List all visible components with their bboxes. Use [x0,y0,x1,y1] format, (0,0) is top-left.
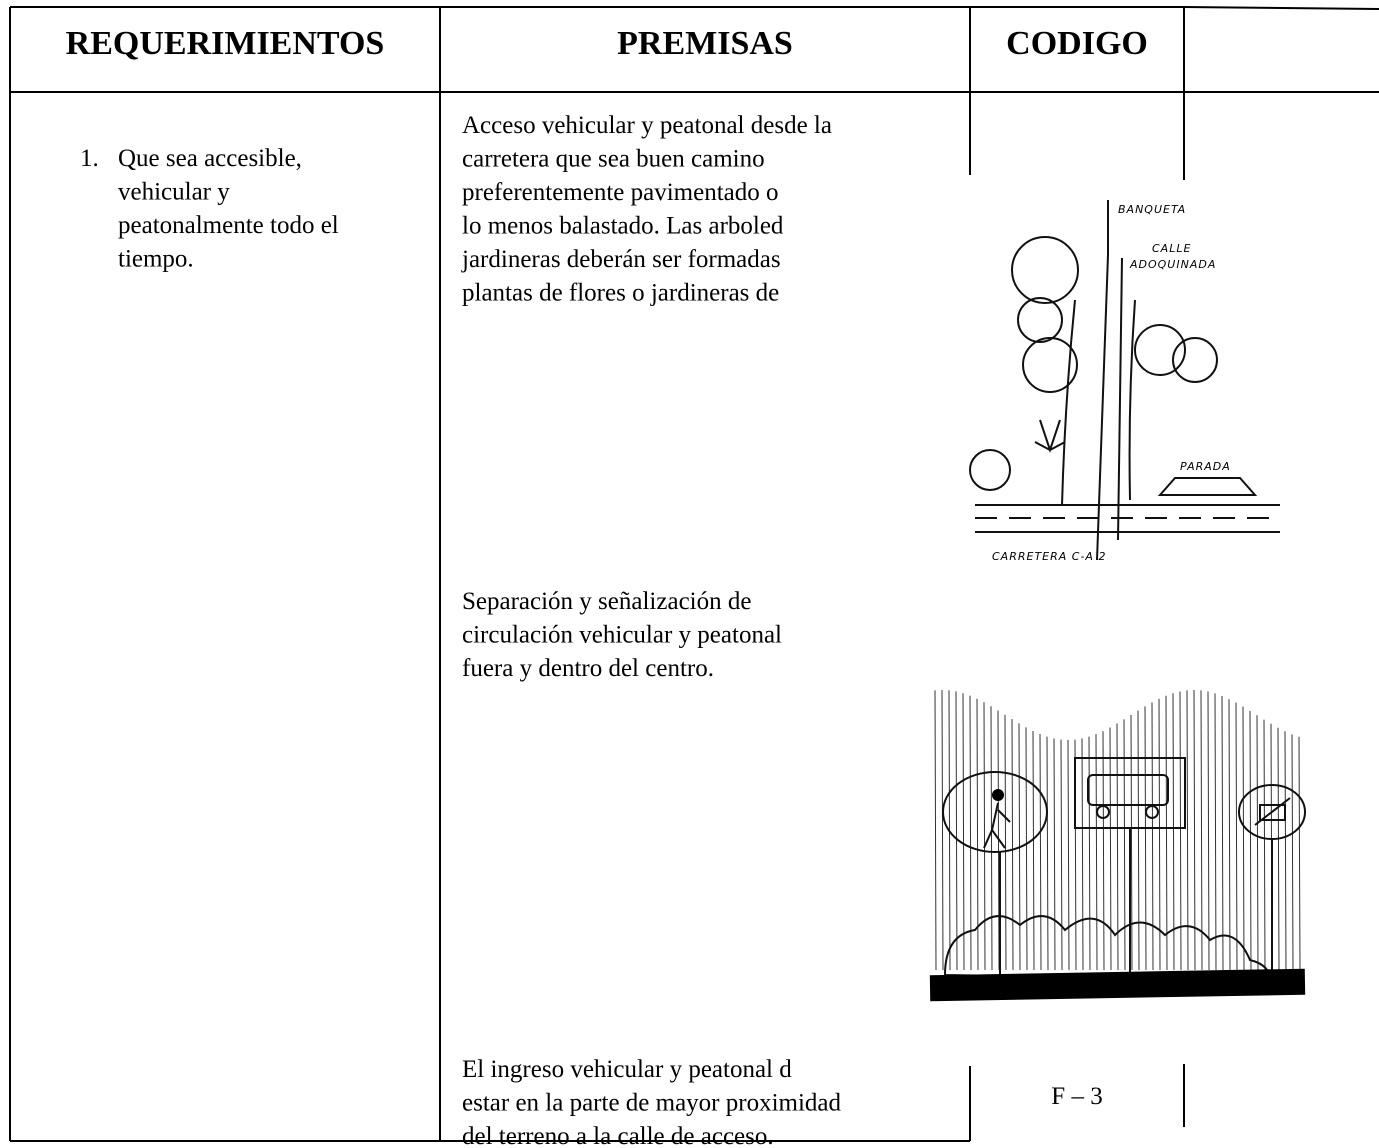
header: REQUERIMIENTOS [66,25,385,62]
hatch-line [1095,734,1098,971]
list-number: 1. [80,145,99,172]
hatch-line [1067,739,1070,971]
requirement-line: peatonalmente todo el [118,212,339,239]
hatch-line [934,690,937,971]
hatch-line [941,689,944,971]
hatch-line [1158,698,1161,971]
hatch-line [976,698,979,971]
hatch-line [1151,702,1154,971]
hatch-line [1032,730,1035,971]
hatch-line [1256,715,1259,971]
premise-line: fuera y dentro del centro. [462,655,714,682]
hatch-line [983,702,986,971]
hatch-line [1263,719,1266,971]
hatch-line [1102,731,1105,971]
hatch-line [1123,719,1126,971]
premise-line: circulación vehicular y peatonal [462,622,782,649]
hatch-line [1081,738,1084,971]
hatch-line [1165,695,1168,971]
hatch-line [1060,739,1063,971]
hatch-line [1242,706,1245,971]
hatch-line [1228,699,1231,971]
site-plan-sketch: BANQUETA CALLE ADOQUINADA PARADA CARRETE… [870,180,1280,563]
hatch-line [1116,723,1119,971]
hatch-line [1235,702,1238,971]
requirement: Que sea accesible, vehicular y peatonalmen… [118,145,339,273]
hatch-line [1039,734,1042,971]
hatch-line [1144,706,1147,971]
hatch-line [1130,714,1133,971]
sketch-label: CALLE [1152,242,1191,255]
hatch-line [1200,690,1203,971]
hatch-line [1284,731,1287,971]
hatch-line [1186,690,1189,971]
premise-line: carretera que sea buen camino [462,146,765,173]
hatch-line [1046,736,1049,971]
premise-line: jardineras deberán ser formadas [461,246,781,273]
premise-line: plantas de flores o jardineras de [462,280,779,307]
premise-line: preferentemente pavimentado o [462,179,779,206]
hatch-line [1207,691,1210,971]
requirement-line: Que sea accesible, [118,145,302,172]
hatch-line [962,693,965,971]
signage-sketch [870,640,1306,1002]
hatch-line [1291,734,1294,971]
hatch-line [1088,736,1091,971]
header: PREMISAS [617,25,793,62]
hatch-line [1011,719,1014,971]
sketch-label: BANQUETA [1118,203,1186,216]
hatch-line [1025,727,1028,971]
hatch-line [1214,693,1217,971]
hatch-line [955,691,958,971]
premises: Acceso vehicular y peatonal desde la carr… [461,112,842,1148]
hatch-line [1193,689,1196,971]
premise-line: Acceso vehicular y peatonal desde la [462,112,832,139]
premise-line: Separación y señalización de [462,588,751,615]
requirement-line: vehicular y [118,179,230,206]
premise-line: del terreno a la calle de acceso. [462,1123,774,1148]
premise-line: estar en la parte de mayor proximidad [462,1090,842,1117]
hatch-line [1179,691,1182,971]
premise-line: El ingreso vehicular y peatonal d [462,1056,792,1083]
premise-line: lo menos balastado. Las arboled [462,213,784,240]
table-rules [9,6,1379,1142]
hatch-line [990,706,993,971]
sketch-label: PARADA [1180,460,1231,473]
hatch-line [1249,710,1252,971]
code: F – 3 [1051,1083,1102,1110]
hatch-line [1137,710,1140,971]
hatch-line [969,695,972,971]
sketch-label: CARRETERA C-A 2 [992,550,1106,563]
requirement-line: tiempo. [118,246,194,273]
header: CODIGO [1006,25,1148,62]
hatch-line [1277,727,1280,971]
hatch-line [1221,695,1224,971]
sketch-label: ADOQUINADA [1129,258,1216,271]
hatch-line [1172,693,1175,971]
hatch-line [1053,738,1056,971]
hatch-line [1109,727,1112,971]
hatch-line [1004,714,1007,971]
hatch-line [1298,736,1301,971]
